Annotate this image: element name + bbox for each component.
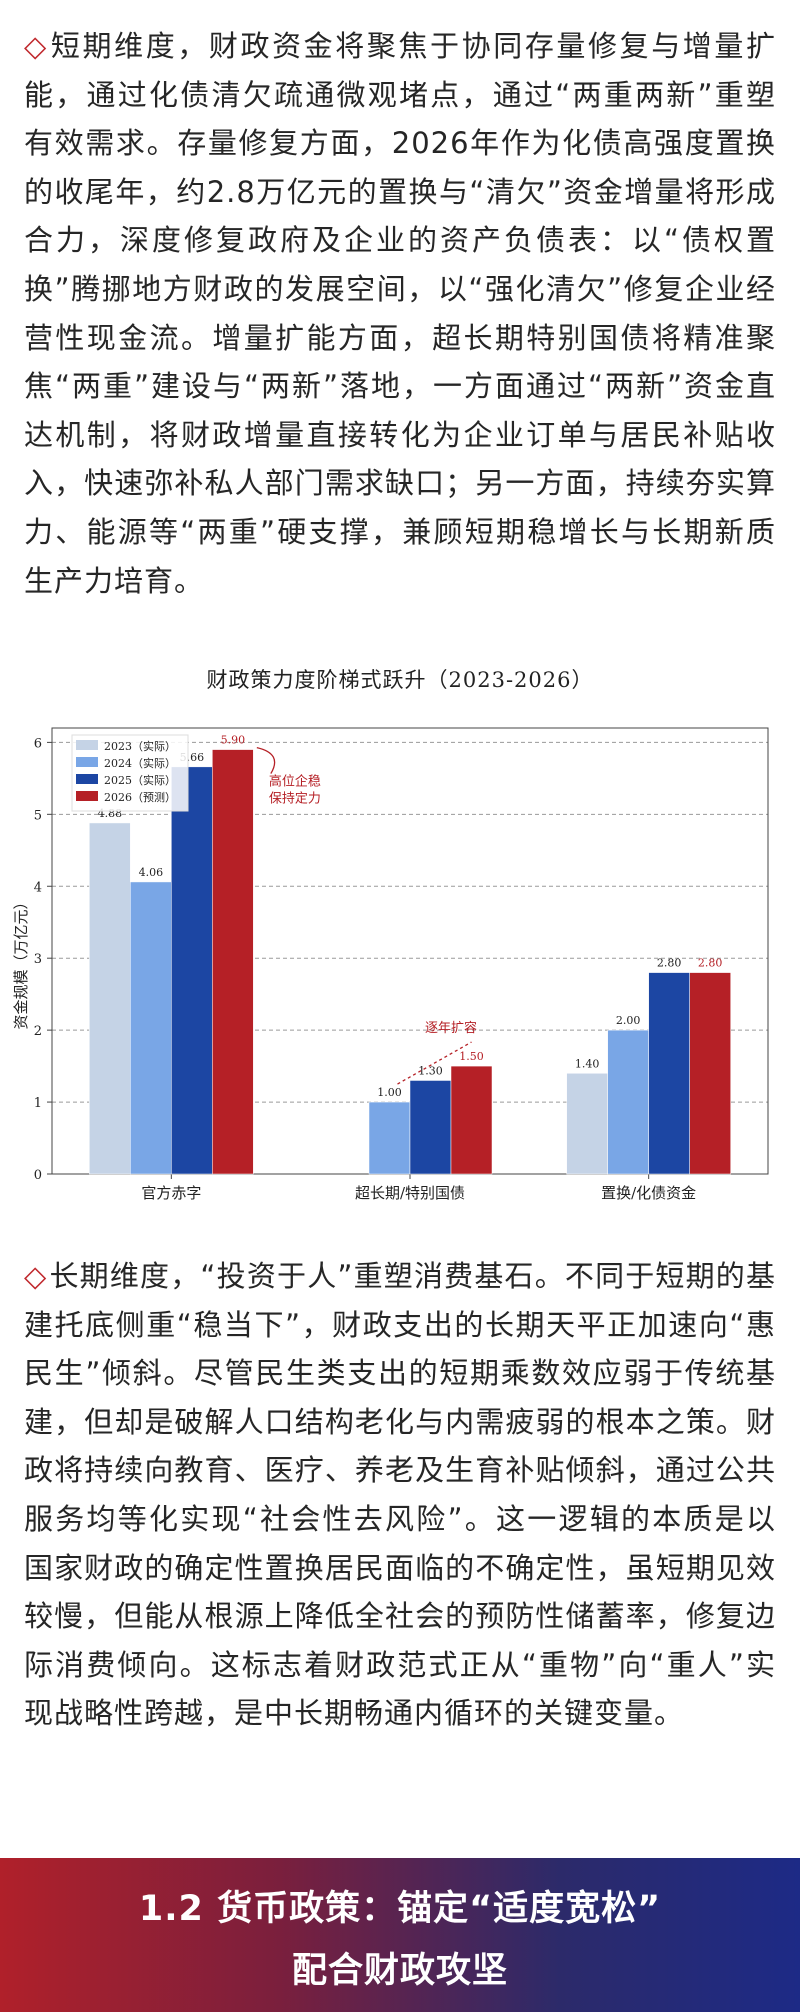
data-label: 2.00 — [616, 1014, 641, 1027]
x-tick-label: 超长期/特别国债 — [355, 1184, 465, 1202]
section-banner: 1.2 货币政策：锚定“适度宽松” 配合财政攻坚 — [0, 1858, 800, 2012]
data-label: 2.80 — [657, 957, 682, 970]
y-tick-label: 4 — [34, 880, 42, 895]
legend-swatch — [76, 757, 98, 767]
bar — [409, 1080, 452, 1175]
data-label: 2.80 — [698, 957, 723, 970]
bar — [368, 1101, 411, 1175]
y-tick-label: 2 — [34, 1024, 42, 1039]
banner-title: 1.2 货币政策：锚定“适度宽松” — [138, 1889, 662, 1929]
y-tick-label: 6 — [34, 736, 42, 751]
y-tick-label: 1 — [34, 1096, 42, 1111]
annotation-trend — [397, 1041, 472, 1085]
legend-swatch — [76, 740, 98, 750]
data-label: 1.30 — [418, 1064, 443, 1077]
x-tick-label: 官方赤字 — [141, 1184, 201, 1202]
y-tick-label: 0 — [34, 1168, 42, 1183]
short-term-paragraph: ◇短期维度，财政资金将聚焦于协同存量修复与增量扩能，通过化债清欠疏通微观堵点，通… — [24, 22, 776, 605]
long-term-paragraph: ◇长期维度，“投资于人”重塑消费基石。不同于短期的基建托底侧重“稳当下”，财政支… — [24, 1252, 776, 1738]
legend-swatch — [76, 774, 98, 784]
data-label: 5.90 — [221, 734, 246, 747]
short-term-text: 短期维度，财政资金将聚焦于协同存量修复与增量扩能，通过化债清欠疏通微观堵点，通过… — [24, 29, 776, 598]
bar — [89, 822, 131, 1175]
bar — [607, 1029, 649, 1175]
legend-label: 2026（预测） — [104, 791, 176, 804]
annotation-text: 高位企稳 — [269, 774, 321, 790]
long-term-text: 长期维度，“投资于人”重塑消费基石。不同于短期的基建托底侧重“稳当下”，财政支出… — [24, 1259, 776, 1731]
y-axis-label: 资金规模（万亿元） — [12, 894, 30, 1029]
bars: 4.884.065.665.901.001.301.501.402.002.80… — [89, 734, 731, 1175]
fiscal-chart: 财政策力度阶梯式跃升（2023-2026） 资金规模（万亿元） 0 1 2 3 4 5 6 官… — [0, 650, 800, 1210]
legend: 2023（实际） 2024（实际） 2025（实际） 2026（预测） — [71, 734, 189, 812]
diamond-icon: ◇ — [24, 1259, 48, 1293]
bar — [648, 972, 690, 1175]
annotation-text: 逐年扩容 — [425, 1020, 477, 1036]
legend-swatch — [76, 791, 98, 801]
data-label: 1.40 — [575, 1057, 600, 1070]
x-tick-label: 置换/化债资金 — [601, 1184, 696, 1202]
legend-label: 2023（实际） — [104, 739, 176, 753]
annotation-text: 保持定力 — [269, 792, 321, 807]
chart-title: 财政策力度阶梯式跃升（2023-2026） — [206, 668, 594, 692]
data-label: 1.00 — [377, 1086, 402, 1099]
bar — [450, 1065, 493, 1175]
diamond-icon: ◇ — [24, 29, 49, 63]
legend-label: 2025（实际） — [104, 773, 176, 787]
data-label: 1.50 — [459, 1050, 484, 1063]
bar — [566, 1073, 608, 1175]
bar — [171, 766, 213, 1175]
data-label: 4.06 — [139, 866, 164, 879]
bar — [212, 749, 254, 1175]
annotation-arrow — [256, 746, 276, 774]
bar — [689, 972, 731, 1175]
y-tick-label: 5 — [34, 808, 42, 823]
bar — [130, 881, 172, 1175]
legend-label: 2024（实际） — [104, 756, 176, 770]
y-tick-label: 3 — [34, 952, 42, 967]
banner-subtitle: 配合财政攻坚 — [291, 1951, 508, 1991]
